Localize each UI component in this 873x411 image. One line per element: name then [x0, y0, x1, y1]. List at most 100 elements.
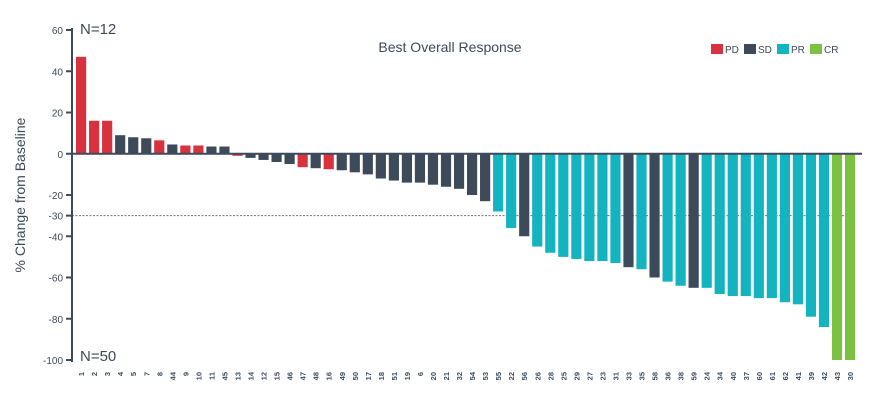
x-tick-label: 53: [481, 372, 490, 380]
x-tick-label: 21: [442, 372, 451, 380]
x-tick-label: 17: [364, 372, 373, 380]
x-tick-label: 43: [833, 372, 842, 380]
bar-29: [571, 153, 582, 259]
bar-7: [141, 138, 152, 154]
bar-9: [180, 145, 191, 154]
x-tick-label: 13: [233, 372, 242, 380]
y-tick-label: -40: [49, 232, 64, 243]
bar-4: [115, 135, 126, 154]
bar-37: [740, 153, 751, 297]
x-tick-label: 1: [77, 372, 86, 376]
x-tick-label: 40: [729, 372, 738, 380]
y-axis-label: % Change from Baseline: [12, 117, 28, 272]
bar-14: [245, 153, 256, 158]
legend-label-cr: CR: [824, 45, 838, 56]
bar-51: [388, 153, 399, 181]
bar-3: [102, 120, 113, 154]
y-tick-label: 20: [52, 109, 64, 120]
x-tick-label: 42: [820, 372, 829, 380]
x-tick-label: 19: [403, 372, 412, 380]
bar-59: [688, 153, 699, 288]
x-tick-label: 28: [546, 372, 555, 380]
y-tick-label: -30: [49, 212, 64, 223]
x-tick-label: 60: [755, 372, 764, 380]
bar-32: [453, 153, 465, 189]
bar-21: [440, 153, 452, 187]
bar-6: [414, 153, 426, 183]
x-tick-label: 2: [90, 372, 99, 376]
bar-8: [154, 140, 165, 154]
y-tick-label: 60: [52, 26, 64, 37]
bar-36: [662, 153, 673, 282]
bar-41: [792, 153, 803, 305]
x-tick-label: 39: [807, 372, 816, 380]
x-tick-label: 50: [351, 372, 360, 380]
x-tick-label: 62: [781, 372, 790, 380]
legend-swatch-cr: [810, 44, 822, 54]
bar-39: [805, 153, 817, 317]
x-tick-label: 23: [598, 372, 607, 380]
bar-40: [727, 153, 738, 297]
legend: PD SD PR CR: [711, 44, 838, 56]
bar-45: [219, 146, 230, 154]
x-tick-label: 54: [468, 371, 477, 380]
bar-18: [375, 153, 386, 179]
n-annotation-bottom: N=50: [80, 348, 116, 365]
x-tick-label: 24: [703, 371, 712, 380]
x-tick-label: 26: [533, 372, 542, 380]
x-tick-label: 41: [794, 372, 803, 380]
bar-50: [349, 153, 360, 173]
bar-1: [76, 56, 87, 154]
legend-label-pr: PR: [791, 45, 805, 56]
bar-58: [649, 153, 660, 278]
bar-56: [519, 153, 530, 237]
x-tick-label: 37: [742, 372, 751, 380]
chart-title: Best Overall Response: [378, 39, 521, 55]
bar-60: [753, 153, 764, 299]
x-tick-label: 35: [638, 372, 647, 380]
x-tick-label: 27: [585, 372, 594, 380]
x-tick-label: 61: [768, 372, 777, 380]
x-tick-label: 22: [507, 372, 516, 380]
bar-16: [323, 153, 334, 170]
bar-15: [271, 153, 282, 162]
bar-61: [766, 153, 777, 299]
x-tick-label: 31: [611, 372, 620, 380]
bar-23: [597, 153, 608, 261]
x-tick-label: 55: [494, 372, 503, 380]
bar-24: [701, 153, 712, 288]
x-tick-label: 48: [312, 372, 321, 380]
x-tick-label: 32: [455, 372, 464, 380]
bar-49: [336, 153, 347, 171]
bar-19: [401, 153, 412, 183]
x-tick-label: 4: [116, 371, 125, 376]
y-tick-label: -100: [43, 356, 63, 367]
bar-33: [623, 153, 634, 268]
bar-54: [467, 153, 478, 195]
legend-label-sd: SD: [758, 45, 772, 56]
x-tick-label: 33: [624, 372, 633, 380]
y-tick-label: -60: [49, 274, 64, 285]
legend-swatch-pd: [711, 44, 723, 54]
bar-55: [493, 153, 504, 212]
x-tick-label: 30: [846, 372, 855, 380]
x-tick-label: 18: [377, 372, 386, 380]
n-annotation-top: N=12: [80, 21, 116, 38]
bar-62: [779, 153, 790, 303]
bar-31: [610, 153, 621, 264]
bar-13: [232, 153, 243, 156]
bar-17: [362, 153, 373, 175]
x-tick-label: 10: [194, 372, 203, 380]
x-tick-label: 58: [651, 372, 660, 380]
bar-47: [297, 153, 308, 168]
x-tick-label: 25: [559, 372, 568, 380]
y-tick-label: 0: [57, 150, 63, 161]
bar-30: [844, 153, 856, 360]
bar-48: [310, 153, 321, 169]
legend-swatch-sd: [744, 44, 756, 54]
bar-22: [506, 153, 517, 228]
bar-25: [558, 153, 569, 257]
legend-swatch-pr: [777, 44, 789, 54]
